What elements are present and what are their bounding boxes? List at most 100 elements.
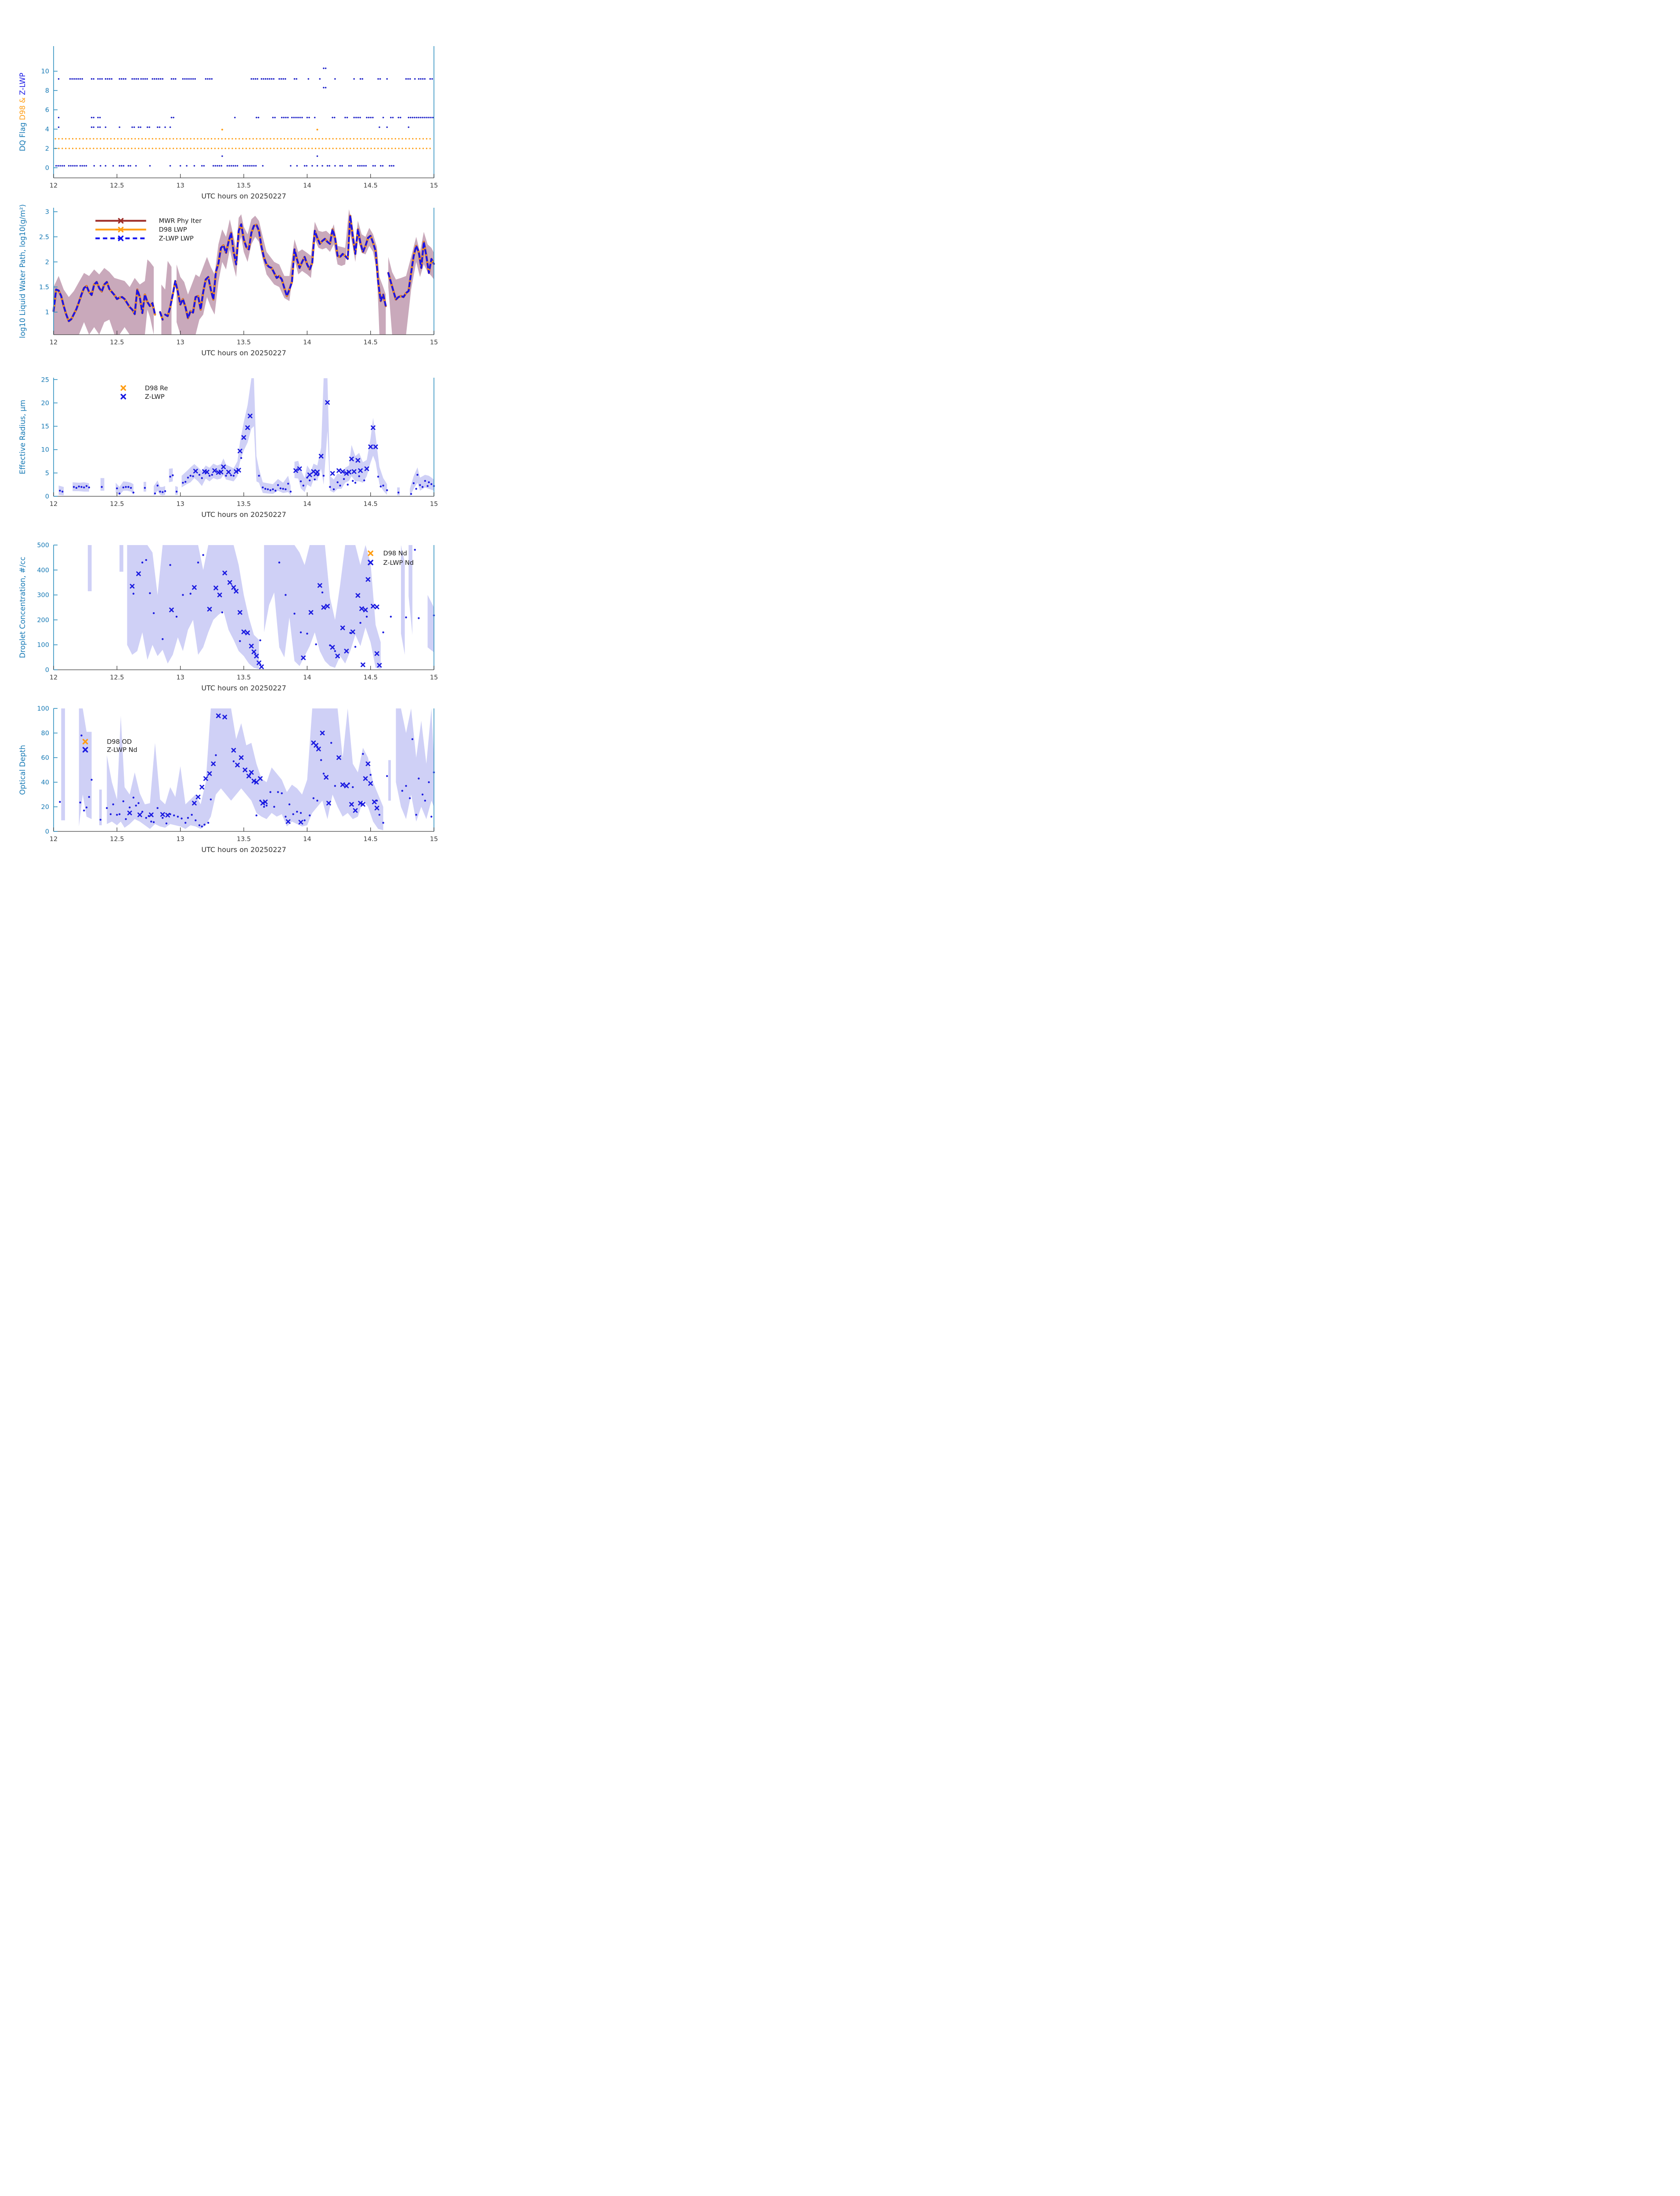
lwp-y-axis-label: log10 Liquid Water Path, log10(g/m²) xyxy=(18,177,27,365)
data-dot xyxy=(118,813,121,816)
data-dot xyxy=(201,477,203,479)
y-tick-label: 1 xyxy=(45,309,49,316)
dq-blue-dot xyxy=(359,116,361,119)
x-marker xyxy=(246,773,251,779)
uncertainty-band xyxy=(54,259,154,335)
dq-blue-dot xyxy=(372,165,374,167)
dq-blue-dot xyxy=(137,126,140,128)
dq-blue-dot xyxy=(409,78,411,80)
y-tick-label: 100 xyxy=(37,642,49,649)
data-dot xyxy=(401,790,404,792)
uncertainty-band xyxy=(116,481,134,495)
dq-blue-dot xyxy=(431,78,433,80)
dq-blue-dot xyxy=(429,78,431,80)
dq-blue-dot xyxy=(422,78,424,80)
x-tick-label: 14.5 xyxy=(364,339,378,346)
dq-blue-dot xyxy=(111,78,113,80)
x-marker xyxy=(259,664,264,669)
dq-blue-dot xyxy=(341,165,343,167)
data-dot xyxy=(75,487,78,489)
dq-blue-dot xyxy=(97,126,99,128)
dq-blue-dot xyxy=(173,116,174,119)
data-dot xyxy=(285,594,287,596)
dq-blue-dot xyxy=(374,165,376,167)
dq-blue-dot xyxy=(297,116,299,119)
x-marker xyxy=(241,629,246,634)
data-dot xyxy=(85,806,88,809)
y-tick-label: 3 xyxy=(45,209,49,216)
y-tick-label: 0 xyxy=(45,667,49,674)
x-marker xyxy=(363,607,368,612)
dq-blue-dot xyxy=(287,116,289,119)
data-dot xyxy=(211,473,213,476)
x-marker xyxy=(344,649,349,654)
legend-label: D98 Re xyxy=(145,385,168,392)
dq-blue-dot xyxy=(97,78,99,80)
x-marker xyxy=(82,739,88,744)
x-marker xyxy=(374,651,379,656)
y-tick-label: 6 xyxy=(45,107,49,114)
x-marker xyxy=(235,762,240,768)
data-dot xyxy=(264,488,267,490)
dq-blue-dot xyxy=(325,67,327,69)
data-dot xyxy=(184,480,187,483)
y-axis-label-part: Droplet Concentration, #/cc xyxy=(18,556,27,658)
chart-od: D98 ODZ-LWP Nd 12 12.5 13 13.5 14 14.5 15 0 20 40 6… xyxy=(37,705,438,843)
data-dot xyxy=(198,473,201,476)
data-dot xyxy=(125,486,127,488)
data-dot xyxy=(145,559,147,561)
x-marker xyxy=(361,662,365,667)
dq-blue-dot xyxy=(148,126,151,128)
dq-blue-dot xyxy=(399,116,401,119)
dq-blue-dot xyxy=(414,78,416,80)
dq-blue-dot xyxy=(348,165,350,167)
data-dot xyxy=(175,615,178,618)
dq-blue-dot xyxy=(430,116,432,119)
data-dot xyxy=(182,481,184,484)
dq-blue-dot xyxy=(420,78,422,80)
dq-blue-dot xyxy=(207,78,209,80)
dq-blue-dot xyxy=(120,78,123,80)
dq-blue-dot xyxy=(382,116,384,119)
data-dot xyxy=(184,822,187,824)
y-tick-label: 2 xyxy=(45,145,49,152)
x-marker xyxy=(249,643,254,649)
uncertainty-band xyxy=(408,545,412,635)
dq-blue-dot xyxy=(70,165,72,167)
y-tick-label: 2 xyxy=(45,259,49,266)
dq-blue-dot xyxy=(295,116,297,119)
dq-blue-dot xyxy=(253,165,255,167)
data-dot xyxy=(232,475,235,477)
dq-blue-dot xyxy=(418,116,420,119)
dq-blue-dot xyxy=(212,165,214,167)
dq-blue-dot xyxy=(90,116,93,119)
data-dot xyxy=(418,617,420,619)
data-dot xyxy=(207,822,210,824)
dq-blue-dot xyxy=(306,165,307,167)
uncertainty-band xyxy=(396,708,434,822)
data-dot xyxy=(106,807,108,809)
dq-blue-dot xyxy=(58,126,60,128)
dq-blue-dot xyxy=(428,116,430,119)
x-marker xyxy=(363,776,368,781)
dq-blue-dot xyxy=(308,116,310,119)
data-dot xyxy=(278,561,281,563)
data-dot xyxy=(362,753,364,755)
data-dot xyxy=(265,805,268,807)
x-marker xyxy=(298,820,303,825)
data-dot xyxy=(365,615,368,618)
x-tick-label: 12 xyxy=(50,182,58,189)
data-dot xyxy=(267,488,269,491)
x-tick-label: 12.5 xyxy=(110,674,124,681)
dq-blue-dot xyxy=(123,78,125,80)
lwp-x-axis-label: UTC hours on 20250227 xyxy=(201,349,286,357)
data-dot xyxy=(195,819,197,822)
data-dot xyxy=(215,754,217,756)
dq-blue-dot xyxy=(283,116,285,119)
dq-blue-dot xyxy=(81,165,83,167)
dq-blue-dot xyxy=(332,116,333,119)
dq-blue-dot xyxy=(135,78,137,80)
x-marker xyxy=(234,589,238,594)
data-dot xyxy=(408,797,411,799)
dq-blue-dot xyxy=(99,116,101,119)
